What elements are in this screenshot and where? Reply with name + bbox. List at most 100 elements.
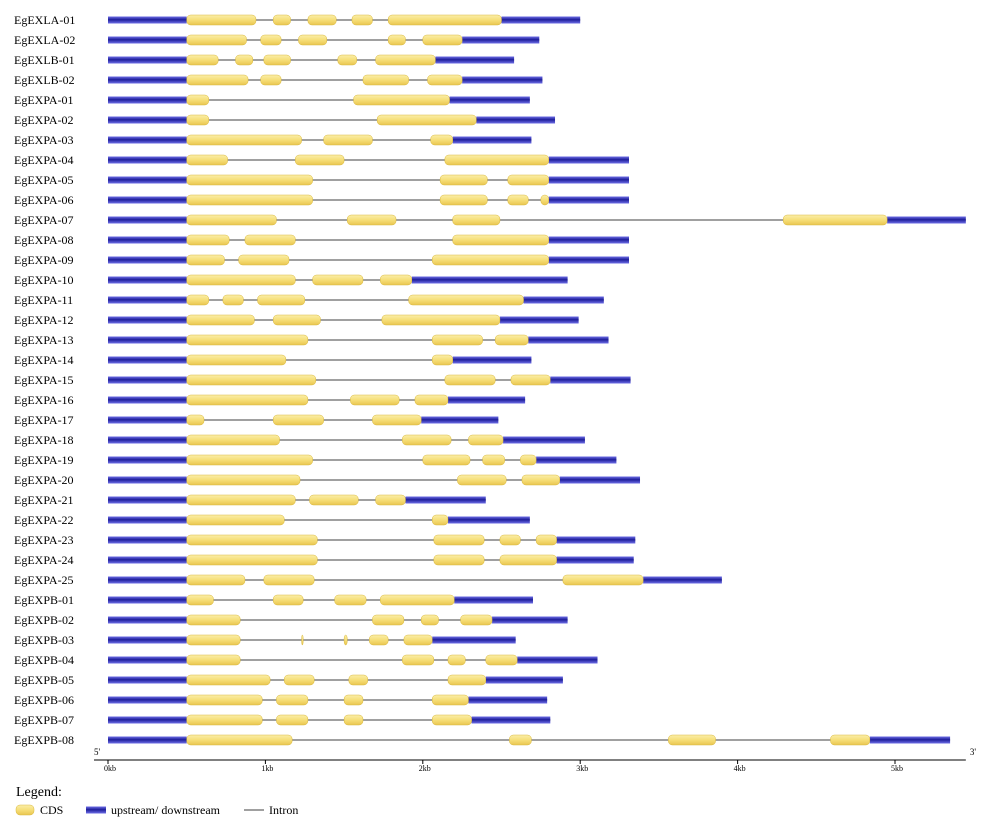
gene-label: EgEXPA-20: [14, 473, 74, 487]
gene-label: EgEXPA-25: [14, 573, 74, 587]
cds-exon: [295, 154, 345, 166]
gene-label: EgEXPA-03: [14, 133, 74, 147]
cds-exon: [238, 254, 290, 266]
upstream-utr: [108, 616, 187, 624]
cds-exon: [273, 594, 304, 606]
cds-exon: [668, 734, 716, 746]
cds-exon: [186, 614, 241, 626]
cds-exon: [431, 254, 549, 266]
downstream-utr: [503, 436, 585, 444]
gene-row: EgEXPA-24: [14, 553, 634, 567]
cds-exon: [260, 34, 282, 46]
upstream-utr: [108, 316, 187, 324]
downstream-utr: [454, 596, 533, 604]
downstream-utr: [499, 316, 579, 324]
upstream-utr: [108, 556, 187, 564]
gene-label: EgEXPA-24: [14, 553, 74, 567]
cds-exon: [468, 434, 504, 446]
downstream-utr: [462, 36, 540, 44]
cds-exon: [830, 734, 871, 746]
cds-exon: [235, 54, 254, 66]
gene-row: EgEXPA-08: [14, 233, 629, 247]
downstream-utr: [528, 336, 609, 344]
cds-exon: [312, 274, 364, 286]
cds-exon: [414, 394, 449, 406]
cds-exon: [507, 194, 529, 206]
upstream-utr: [108, 656, 187, 664]
cds-exon: [499, 554, 557, 566]
upstream-utr: [108, 36, 187, 44]
gene-label: EgEXPA-02: [14, 113, 74, 127]
cds-exon: [276, 714, 309, 726]
axis-tick-label: 0kb: [104, 764, 116, 773]
gene-row: EgEXPA-15: [14, 373, 631, 387]
downstream-utr: [476, 116, 556, 124]
upstream-utr: [108, 736, 187, 744]
legend-item-cds: CDS: [15, 803, 63, 817]
gene-label: EgEXPB-05: [14, 673, 74, 687]
gene-row: EgEXPA-13: [14, 333, 609, 347]
axis-tick-label: 3kb: [576, 764, 588, 773]
downstream-utr: [449, 96, 530, 104]
gene-label: EgEXPA-12: [14, 313, 74, 327]
gene-row: EgEXPB-02: [14, 613, 568, 627]
gene-label: EgEXPB-02: [14, 613, 74, 627]
scale-axis: 5' 3' 0kb 1kb 2kb 3kb 4kb 5kb: [94, 747, 976, 773]
cds-exon: [260, 74, 282, 86]
gene-row: EgEXPA-23: [14, 533, 636, 547]
cds-exon: [186, 694, 263, 706]
cds-exon: [422, 34, 463, 46]
cds-exon: [510, 374, 551, 386]
downstream-utr: [536, 456, 617, 464]
cds-exon: [380, 274, 413, 286]
cds-exon: [186, 54, 219, 66]
cds-exon: [499, 534, 521, 546]
downstream-utr: [485, 676, 563, 684]
gene-row: EgEXPA-14: [14, 353, 532, 367]
cds-exon: [186, 254, 225, 266]
cds-exon: [387, 14, 502, 26]
downstream-utr: [517, 656, 598, 664]
cds-exon: [540, 194, 549, 206]
cds-exon: [186, 674, 271, 686]
cds-exon: [343, 634, 348, 646]
cds-exon: [433, 554, 485, 566]
cds-exon: [307, 14, 337, 26]
upstream-utr: [108, 16, 187, 24]
cds-exon: [186, 434, 280, 446]
cds-exon: [186, 354, 287, 366]
cds-exon: [186, 554, 318, 566]
gene-row: EgEXPA-17: [14, 413, 499, 427]
cds-exon: [346, 214, 397, 226]
cds-exon: [427, 74, 463, 86]
upstream-utr: [108, 716, 187, 724]
cds-exon: [507, 174, 549, 186]
gene-label: EgEXPA-23: [14, 533, 74, 547]
gene-row: EgEXPA-04: [14, 153, 629, 167]
downstream-utr: [559, 476, 641, 484]
cds-exon: [309, 494, 359, 506]
gene-label: EgEXPB-04: [14, 653, 74, 667]
cds-exon: [273, 314, 321, 326]
cds-exon: [457, 474, 507, 486]
cds-exon: [431, 334, 483, 346]
upstream-utr: [108, 256, 187, 264]
cds-exon: [782, 214, 888, 226]
downstream-utr: [501, 16, 581, 24]
legend-swatch-utr: [86, 806, 106, 814]
cds-exon: [186, 214, 277, 226]
downstream-utr: [432, 636, 516, 644]
gene-row: EgEXPB-03: [14, 633, 516, 647]
cds-exon: [535, 534, 557, 546]
downstream-utr: [452, 356, 532, 364]
cds-exon: [337, 54, 357, 66]
cds-exon: [263, 54, 291, 66]
cds-exon: [460, 614, 493, 626]
cds-exon: [452, 214, 501, 226]
cds-exon: [298, 34, 328, 46]
cds-exon: [257, 294, 305, 306]
cds-exon: [186, 534, 318, 546]
gene-row: EgEXLB-01: [14, 53, 515, 67]
cds-exon: [186, 474, 301, 486]
cds-exon: [562, 574, 644, 586]
